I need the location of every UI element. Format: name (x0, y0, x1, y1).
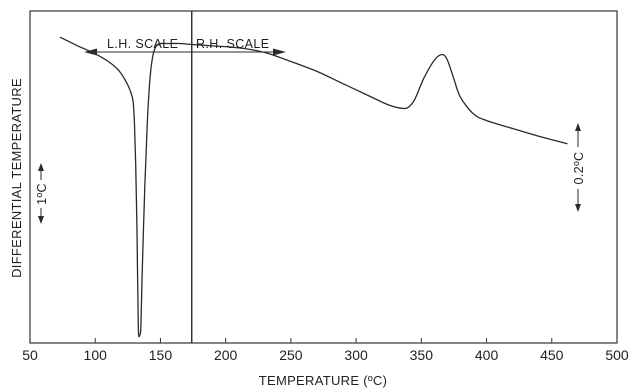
x-tick-label: 100 (84, 347, 108, 363)
left-scale-bar-gap (34, 180, 48, 208)
scale-annotation: L.H. SCALE R.H. SCALE (84, 37, 286, 56)
scale-arrow-left-head (84, 48, 97, 56)
right-scale-bar-label: 0.2ºC (572, 152, 586, 185)
right-scale-label: R.H. SCALE (196, 37, 269, 51)
x-axis-tick-labels: 50 100 150 200 250 300 350 400 450 500 (22, 347, 629, 363)
scale-arrow-right-head (273, 48, 286, 56)
left-scale-bar-down-arrow (38, 216, 44, 224)
left-scale-bar-up-arrow (38, 163, 44, 171)
left-scale-label: L.H. SCALE (107, 37, 178, 51)
right-scale-bar: 0.2ºC (571, 123, 586, 212)
dta-curve (59, 36, 568, 338)
left-scale-bar-label: 1ºC (35, 183, 49, 205)
right-scale-bar-down-arrow (575, 204, 581, 212)
x-axis-ticks (29, 338, 618, 343)
x-tick-label: 450 (540, 347, 564, 363)
x-tick-label: 400 (475, 347, 499, 363)
x-tick-label: 350 (410, 347, 434, 363)
x-tick-label: 500 (605, 347, 629, 363)
x-axis-title: TEMPERATURE (ºC) (259, 373, 387, 388)
plot-frame (29, 10, 618, 344)
left-scale-bar: 1ºC (34, 163, 49, 224)
x-tick-label: 250 (279, 347, 303, 363)
x-tick-label: 200 (214, 347, 238, 363)
x-tick-label: 150 (149, 347, 173, 363)
y-axis-title: DIFFERENTIAL TEMPERATURE (9, 78, 24, 278)
x-tick-label: 300 (344, 347, 368, 363)
x-tick-label: 50 (22, 347, 38, 363)
right-scale-bar-up-arrow (575, 123, 581, 131)
right-scale-bar-gap (571, 147, 585, 189)
